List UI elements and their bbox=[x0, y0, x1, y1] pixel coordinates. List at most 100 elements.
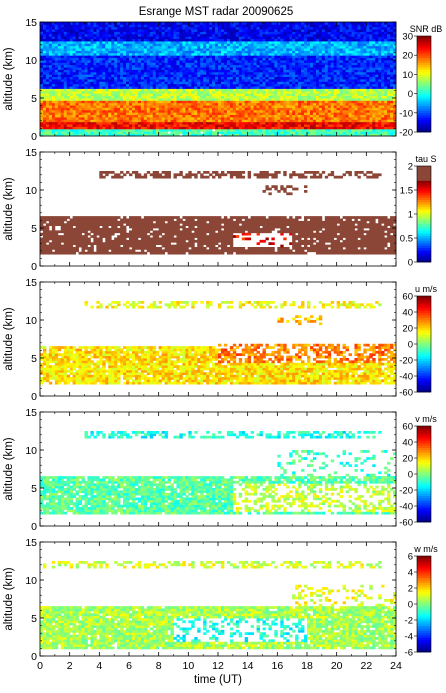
heatmap-cell bbox=[286, 57, 290, 61]
heatmap-cell bbox=[126, 114, 130, 118]
heatmap-cell bbox=[218, 105, 222, 108]
heatmap-cell bbox=[176, 86, 180, 89]
heatmap-cell bbox=[152, 69, 157, 73]
heatmap-cell bbox=[102, 55, 106, 59]
heatmap-cell bbox=[173, 45, 177, 49]
heatmap-cell bbox=[324, 86, 329, 89]
heatmap-cell bbox=[333, 112, 338, 116]
heatmap-cell bbox=[161, 90, 165, 94]
heatmap-cell bbox=[333, 64, 338, 68]
heatmap-cell bbox=[280, 126, 284, 130]
heatmap-cell bbox=[333, 98, 338, 101]
heatmap-cell bbox=[238, 121, 243, 125]
heatmap-cell bbox=[262, 105, 266, 108]
heatmap-cell bbox=[351, 124, 355, 127]
heatmap-cell bbox=[209, 76, 213, 80]
heatmap-cell bbox=[63, 102, 68, 106]
heatmap-cell bbox=[84, 69, 88, 73]
heatmap-cell bbox=[369, 100, 373, 104]
heatmap-cell bbox=[149, 90, 154, 94]
heatmap-cell bbox=[69, 71, 74, 75]
heatmap-cell bbox=[75, 76, 79, 80]
heatmap-cell bbox=[369, 50, 373, 54]
heatmap-cell bbox=[327, 100, 332, 104]
heatmap-cell bbox=[197, 79, 201, 82]
heatmap-cell bbox=[315, 86, 320, 89]
heatmap-cell bbox=[75, 128, 79, 132]
heatmap-cell bbox=[164, 128, 168, 132]
heatmap-cell bbox=[339, 81, 343, 85]
heatmap-cell bbox=[152, 126, 157, 130]
heatmap-cell bbox=[69, 102, 74, 106]
heatmap-cell bbox=[93, 93, 97, 97]
heatmap-cell bbox=[226, 121, 231, 125]
heatmap-cell bbox=[232, 100, 237, 104]
heatmap-cell bbox=[247, 109, 252, 113]
heatmap-cell bbox=[241, 67, 246, 70]
heatmap-cell bbox=[286, 83, 290, 87]
heatmap-cell bbox=[84, 109, 88, 113]
heatmap-cell bbox=[131, 105, 136, 108]
heatmap-cell bbox=[339, 114, 343, 118]
heatmap-cell bbox=[87, 133, 91, 137]
heatmap-cell bbox=[333, 79, 338, 82]
heatmap-cell bbox=[57, 79, 62, 82]
heatmap-cell bbox=[152, 74, 157, 78]
heatmap-cell bbox=[102, 57, 106, 61]
heatmap-cell bbox=[63, 41, 68, 44]
heatmap-cell bbox=[378, 133, 382, 137]
heatmap-cell bbox=[40, 38, 44, 42]
heatmap-cell bbox=[87, 55, 91, 59]
heatmap-cell bbox=[220, 112, 225, 116]
heatmap-cell bbox=[381, 112, 385, 116]
heatmap-cell bbox=[318, 124, 323, 127]
heatmap-cell bbox=[268, 105, 272, 108]
heatmap-cell bbox=[271, 121, 275, 125]
heatmap-cell bbox=[167, 128, 171, 132]
heatmap-cell bbox=[312, 79, 317, 82]
heatmap-cell bbox=[96, 133, 100, 137]
heatmap-cell bbox=[197, 36, 201, 40]
heatmap-cell bbox=[298, 64, 302, 68]
heatmap-cell bbox=[250, 112, 254, 116]
heatmap-cell bbox=[215, 88, 219, 92]
heatmap-cell bbox=[143, 86, 148, 89]
heatmap-cell bbox=[155, 133, 160, 137]
heatmap-cell bbox=[164, 62, 168, 66]
heatmap-cell bbox=[131, 43, 136, 47]
heatmap-cell bbox=[78, 95, 82, 99]
heatmap-cell bbox=[93, 98, 97, 101]
heatmap-cell bbox=[200, 36, 204, 40]
heatmap-cell bbox=[271, 98, 275, 101]
heatmap-cell bbox=[283, 90, 287, 94]
heatmap-cell bbox=[363, 43, 367, 47]
heatmap-cell bbox=[354, 86, 358, 89]
heatmap-cell bbox=[203, 93, 207, 97]
heatmap-cell bbox=[384, 81, 388, 85]
heatmap-cell bbox=[375, 52, 379, 56]
heatmap-cell bbox=[63, 131, 68, 135]
heatmap-cell bbox=[301, 83, 305, 87]
heatmap-cell bbox=[78, 81, 82, 85]
heatmap-cell bbox=[289, 74, 293, 78]
heatmap-cell bbox=[354, 83, 358, 87]
heatmap-cell bbox=[247, 119, 252, 123]
heatmap-cell bbox=[146, 83, 151, 87]
heatmap-cell bbox=[229, 52, 234, 56]
heatmap-cell bbox=[330, 60, 335, 63]
heatmap-cell bbox=[307, 124, 311, 127]
heatmap-cell bbox=[96, 43, 100, 47]
heatmap-cell bbox=[99, 45, 103, 49]
heatmap-cell bbox=[229, 95, 234, 99]
heatmap-cell bbox=[366, 128, 370, 132]
heatmap-cell bbox=[286, 67, 290, 70]
heatmap-cell bbox=[298, 79, 302, 82]
heatmap-cell bbox=[223, 98, 228, 101]
heatmap-cell bbox=[164, 95, 168, 99]
heatmap-cell bbox=[212, 43, 216, 47]
heatmap-cell bbox=[155, 112, 160, 116]
heatmap-cell bbox=[200, 69, 204, 73]
heatmap-cell bbox=[188, 128, 192, 132]
heatmap-cell bbox=[312, 60, 317, 63]
heatmap-cell bbox=[123, 79, 127, 82]
